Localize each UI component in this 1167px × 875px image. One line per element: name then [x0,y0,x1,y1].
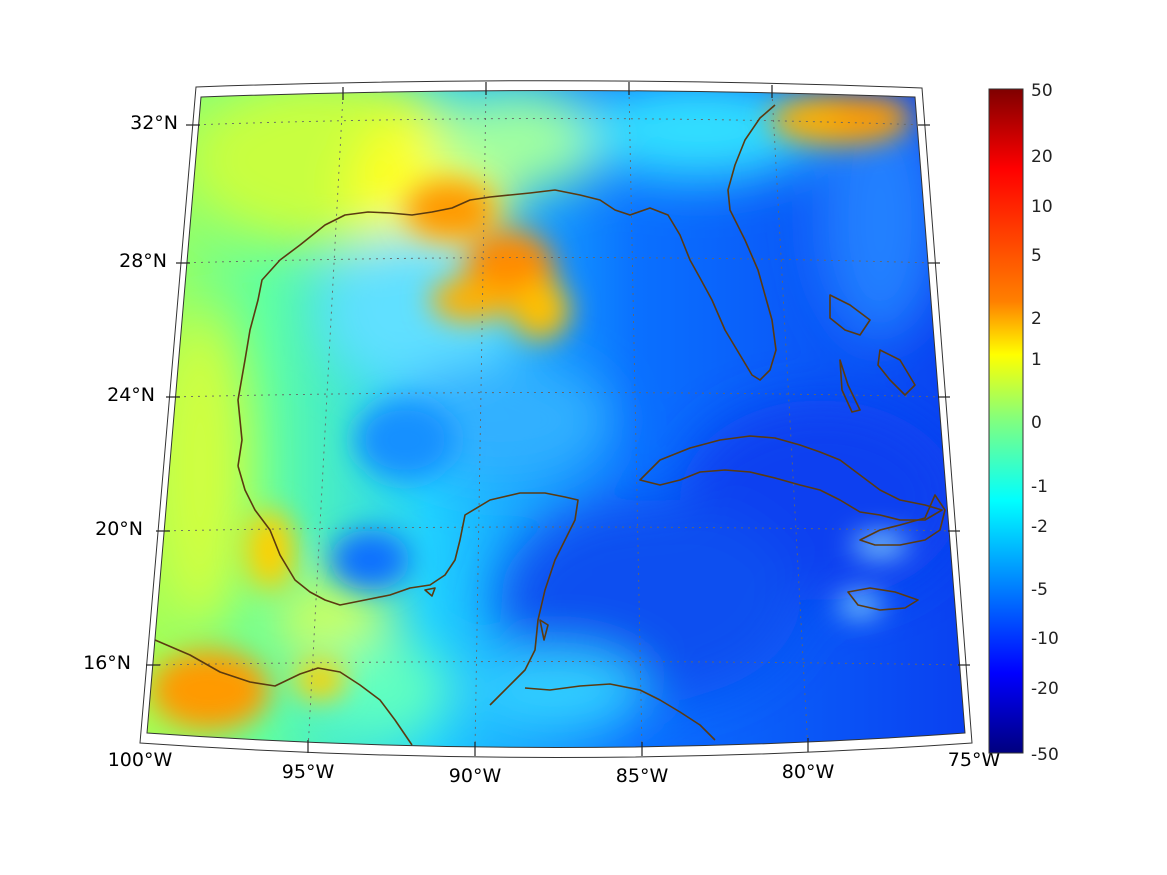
colorbar-label: 20 [1031,147,1053,167]
lon-label-80w: 80°W [782,761,835,783]
colorbar-label: 50 [1031,81,1053,101]
colorbar-label: -10 [1031,629,1059,649]
lat-label-32n: 32°N [130,112,178,134]
colorbar-label: 0 [1031,413,1042,433]
lon-label-95w: 95°W [282,761,335,783]
colorbar-label: 10 [1031,197,1053,217]
frame-ticks [146,82,970,756]
lat-label-16n: 16°N [83,652,131,674]
colorbar-label: -2 [1031,517,1048,537]
lat-label-28n: 28°N [119,250,167,272]
honduras-coast [524,683,716,741]
yucatan-keys [424,587,549,641]
colorbar-gradient [988,88,1024,754]
bahamas [829,294,916,413]
lat-label-20n: 20°N [95,518,143,540]
lon-label-85w: 85°W [616,765,669,787]
map-frame-outer [139,80,973,758]
lon-label-100w: 100°W [108,749,173,771]
lat-label-24n: 24°N [107,384,155,406]
hispaniola [859,494,946,546]
mexico-coast [237,465,579,706]
heatmap-field [147,90,965,748]
colorbar-label: -20 [1031,679,1059,699]
colorbar-label: 1 [1031,350,1042,370]
lon-label-75w: 75°W [948,749,1001,771]
jamaica [847,587,919,611]
colorbar-label: 2 [1031,309,1042,329]
map-frame [146,90,966,748]
cuba [639,435,943,521]
latitude-labels: 32°N 28°N 24°N 20°N 16°N [83,112,178,674]
lon-label-90w: 90°W [449,765,502,787]
coastlines [154,104,946,746]
gulf-coast [237,104,777,467]
graticule [151,90,964,748]
colorbar-label: -1 [1031,477,1048,497]
colorbar-label: 5 [1031,246,1042,266]
longitude-labels: 100°W 95°W 90°W 85°W 80°W 75°W [108,749,1001,787]
colorbar-label: -5 [1031,580,1048,600]
colorbar-label: -50 [1031,745,1059,765]
central-america-coast [154,639,413,746]
